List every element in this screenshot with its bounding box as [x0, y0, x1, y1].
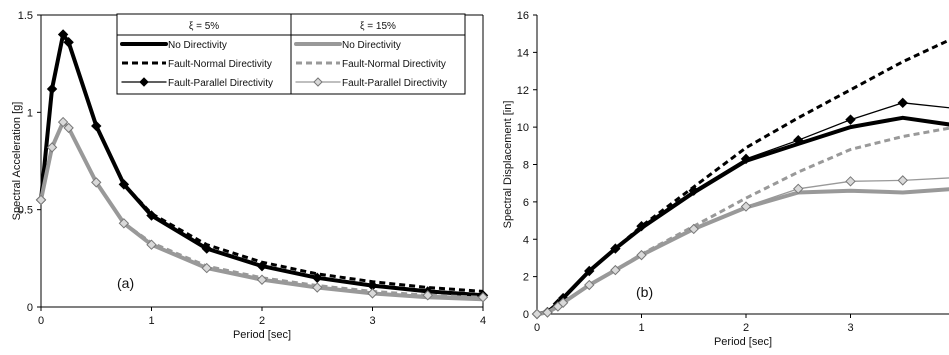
series-line: [536, 126, 949, 316]
x-tick-label: 0: [534, 322, 540, 334]
y-tick-label: 2: [523, 272, 529, 284]
data-point: [201, 262, 212, 274]
data-point: [63, 37, 74, 48]
x-tick-label: 3: [369, 315, 375, 327]
legend-marker: [139, 77, 149, 87]
series-line: [536, 177, 949, 315]
data-point: [118, 179, 130, 190]
data-point: [91, 120, 102, 132]
y-tick-label: 0: [523, 309, 529, 321]
x-tick-label: 3: [847, 322, 853, 334]
x-tick-label: 0: [38, 315, 44, 327]
legend-entry-label: Fault-Normal Directivity: [168, 59, 272, 70]
series-4: [536, 126, 949, 316]
data-point: [118, 218, 130, 229]
legend-entry-label: No Directivity: [168, 40, 227, 51]
data-point: [740, 153, 752, 165]
legend: ξ = 5% ξ = 15% No Directivity No Directivit…: [116, 13, 466, 95]
data-point: [610, 243, 621, 254]
data-point: [740, 201, 752, 212]
data-point: [542, 307, 553, 318]
data-point: [636, 249, 647, 261]
legend-entry-label: No Directivity: [342, 40, 401, 51]
legend-entry-label: Fault-Normal Directivity: [342, 59, 446, 70]
chart-panel-a: 0 1 2 3 4 0 0.5 1 1.5 Period [sec] Spectral Accele…: [11, 10, 489, 341]
data-point: [367, 288, 378, 299]
data-point: [57, 116, 69, 128]
y-tick-label: 12: [517, 85, 529, 97]
data-point: [91, 177, 102, 188]
series-line: [535, 115, 949, 316]
x-tick-label: 2: [259, 315, 265, 327]
y-tick-label: 1: [27, 107, 33, 119]
data-point: [688, 223, 699, 235]
data-point: [35, 194, 47, 206]
series-5: [35, 116, 489, 303]
y-tick-label: 0: [27, 302, 33, 314]
data-point: [897, 175, 908, 186]
y-tick-label: 0.5: [18, 205, 33, 217]
legend-group-header: ξ = 5%: [189, 21, 219, 32]
data-point: [422, 290, 433, 301]
chart-panel-b: 012340246810121416Period [sec]Spectral D…: [502, 10, 949, 348]
series-0: [535, 115, 949, 316]
data-point: [201, 243, 212, 254]
data-point: [845, 114, 856, 125]
data-point: [610, 264, 621, 276]
y-tick-label: 1.5: [18, 10, 33, 22]
data-point: [584, 265, 595, 277]
data-point: [57, 29, 69, 40]
x-tick-label: 2: [743, 322, 749, 334]
data-point: [636, 220, 647, 232]
y-tick-label: 6: [523, 197, 529, 209]
x-axis-label: Period [sec]: [233, 329, 291, 341]
data-point: [146, 239, 157, 250]
data-point: [312, 272, 323, 284]
panel-label: (a): [117, 275, 134, 291]
data-point: [146, 210, 157, 221]
data-point: [312, 282, 323, 293]
x-tick-label: 4: [480, 315, 486, 327]
y-axis-label: Spectral Acceleration [g]: [11, 102, 23, 221]
y-tick-label: 4: [523, 234, 529, 246]
data-point: [46, 83, 58, 95]
x-axis-label: Period [sec]: [714, 336, 772, 348]
legend-marker: [313, 77, 323, 87]
series-5: [531, 175, 949, 320]
y-tick-label: 8: [523, 160, 529, 172]
data-point: [793, 134, 804, 146]
data-point: [557, 297, 569, 308]
data-point: [584, 279, 595, 291]
y-axis-label: Spectral Displacement [in]: [502, 101, 514, 229]
y-tick-label: 10: [517, 122, 529, 134]
data-point: [256, 260, 268, 272]
series-line: [536, 38, 949, 316]
y-tick-label: 16: [517, 10, 529, 22]
panel-label: (b): [636, 284, 653, 300]
series-1: [536, 38, 949, 316]
data-point: [793, 183, 804, 195]
data-point: [46, 142, 58, 153]
legend-entry-label: Fault-Parallel Directivity: [168, 78, 273, 89]
data-point: [63, 122, 74, 134]
data-point: [477, 292, 489, 303]
data-point: [897, 97, 908, 109]
x-tick-label: 1: [148, 315, 154, 327]
data-point: [845, 176, 856, 187]
y-tick-label: 14: [517, 47, 529, 59]
legend-entry-label: Fault-Parallel Directivity: [342, 78, 447, 89]
data-point: [531, 308, 543, 320]
legend-group-header: ξ = 15%: [360, 21, 396, 32]
data-point: [256, 274, 268, 285]
data-point: [688, 185, 699, 196]
x-tick-label: 1: [638, 322, 644, 334]
